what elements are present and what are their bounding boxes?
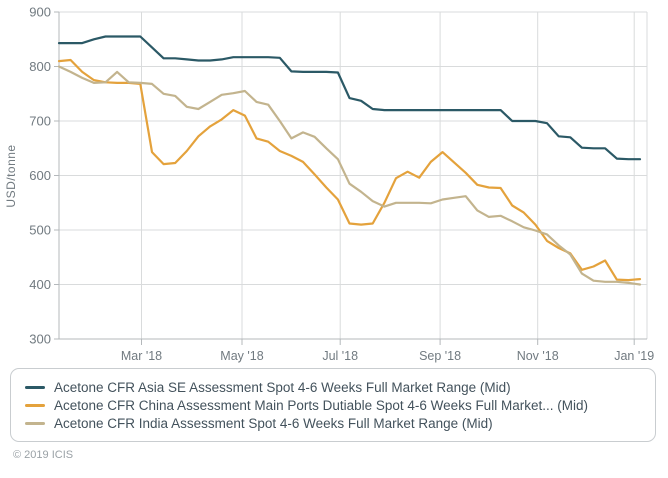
- y-axis-title: USD/tonne: [4, 144, 18, 207]
- y-axis-label: 600: [29, 168, 51, 183]
- legend-label: Acetone CFR Asia SE Assessment Spot 4-6 …: [54, 379, 511, 395]
- legend-item-india[interactable]: Acetone CFR India Assessment Spot 4-6 We…: [25, 414, 641, 432]
- x-axis-label: May '18: [220, 349, 263, 363]
- chart-svg: 300 400 500 600 700 800 900 Mar '18 May '18 Jul '…: [4, 5, 654, 364]
- copyright-text: © 2019 ICIS: [13, 449, 74, 461]
- legend-item-asia-se[interactable]: Acetone CFR Asia SE Assessment Spot 4-6 …: [25, 378, 641, 396]
- x-axis-label: Mar '18: [121, 349, 162, 363]
- price-chart: 300 400 500 600 700 800 900 Mar '18 May '18 Jul '…: [4, 5, 654, 364]
- x-axis-label: Jan '19: [614, 349, 654, 363]
- x-axis-label: Sep '18: [419, 349, 461, 363]
- legend-box: Acetone CFR Asia SE Assessment Spot 4-6 …: [10, 368, 656, 442]
- y-axis-label: 400: [29, 277, 51, 292]
- legend-label: Acetone CFR India Assessment Spot 4-6 We…: [54, 415, 493, 431]
- series-line-asia-se: [57, 35, 642, 161]
- y-axis-label: 500: [29, 223, 51, 238]
- legend-swatch-china: [25, 403, 45, 407]
- y-axis-label: 900: [29, 5, 51, 20]
- legend-swatch-india: [25, 421, 45, 425]
- legend-item-china[interactable]: Acetone CFR China Assessment Main Ports …: [25, 396, 641, 414]
- legend-swatch-asia-se: [25, 385, 45, 389]
- legend-label: Acetone CFR China Assessment Main Ports …: [54, 397, 588, 413]
- y-axis-label: 700: [29, 114, 51, 129]
- series-line-china: [57, 58, 642, 282]
- series-line-india: [57, 65, 642, 286]
- x-axis-label: Jul '18: [322, 349, 358, 363]
- x-axis-label: Nov '18: [517, 349, 559, 363]
- y-axis-label: 300: [29, 332, 51, 347]
- y-axis-label: 800: [29, 59, 51, 74]
